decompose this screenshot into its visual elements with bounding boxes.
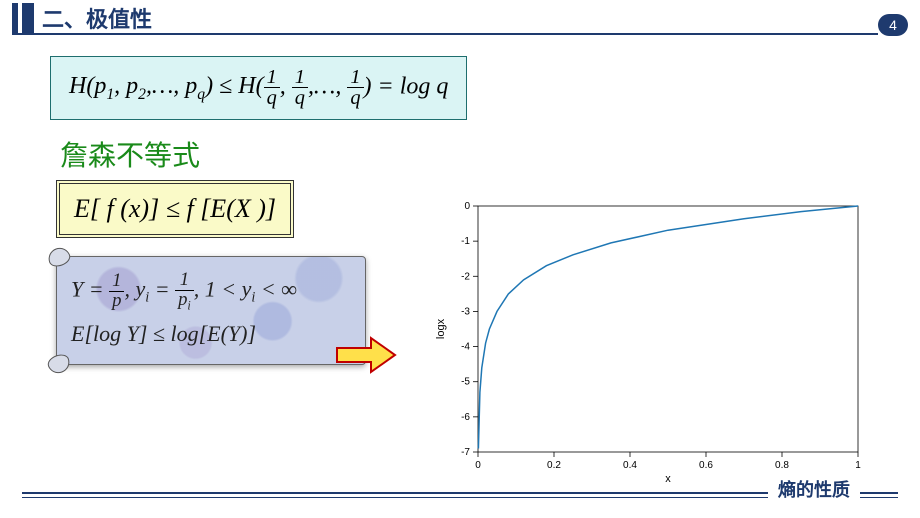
svg-text:-2: -2 xyxy=(461,271,470,282)
svg-text:0: 0 xyxy=(475,460,481,471)
slide-content: H(p1, p2,…, pq) ≤ H(1q, 1q,…, 1q) = log … xyxy=(0,36,920,365)
svg-text:-4: -4 xyxy=(461,342,470,353)
scroll-formula-content: Y = 1p, yi = 1pi, 1 < yi < ∞ E[log Y] ≤ … xyxy=(71,271,355,350)
var-Y: Y xyxy=(71,276,83,301)
frac-den: q xyxy=(292,88,308,108)
scroll-curl-icon xyxy=(46,352,73,376)
frac-den: q xyxy=(264,88,280,108)
scroll-line-2: E[log Y] ≤ log[E(Y)] xyxy=(71,319,355,350)
frac-den: q xyxy=(347,88,363,108)
comma: , xyxy=(124,276,135,301)
svg-text:0.6: 0.6 xyxy=(699,460,713,471)
scroll-formula-box: Y = 1p, yi = 1pi, 1 < yi < ∞ E[log Y] ≤ … xyxy=(56,256,366,365)
svg-text:1: 1 xyxy=(855,460,861,471)
log-chart: 0 0.2 0.4 0.6 0.8 1 -7 -6 -5 -4 -3 -2 -1 0 x logx xyxy=(430,196,870,486)
scroll-curl-icon xyxy=(46,245,73,269)
frac-den: p xyxy=(112,290,121,311)
footer-line xyxy=(22,492,898,494)
arrow-icon xyxy=(335,336,397,374)
svg-text:-6: -6 xyxy=(461,412,470,423)
eq: = xyxy=(149,276,175,301)
footer-label: 熵的性质 xyxy=(768,476,860,502)
formula-rhs: q xyxy=(436,73,448,99)
svg-text:-3: -3 xyxy=(461,306,470,317)
svg-text:logx: logx xyxy=(435,318,447,339)
jensen-inequality-title: 詹森不等式 xyxy=(60,134,920,174)
entropy-inequality-formula: H(p1, p2,…, pq) ≤ H(1q, 1q,…, 1q) = log … xyxy=(50,56,467,120)
slide-header: 二、极值性 4 xyxy=(0,0,920,36)
svg-text:0.4: 0.4 xyxy=(623,460,637,471)
frac-num: 1 xyxy=(292,67,308,88)
header-underline xyxy=(12,33,878,35)
svg-text:-7: -7 xyxy=(461,447,470,458)
scroll-line-1: Y = 1p, yi = 1pi, 1 < yi < ∞ xyxy=(71,271,355,312)
svg-text:x: x xyxy=(665,473,671,485)
svg-text:0: 0 xyxy=(464,201,470,212)
page-number-badge: 4 xyxy=(878,14,908,36)
svg-text:0.8: 0.8 xyxy=(775,460,789,471)
frac-num: 1 xyxy=(264,67,280,88)
svg-text:-5: -5 xyxy=(461,377,470,388)
frac-num: 1 xyxy=(347,67,363,88)
formula-lhs: H(p1, p2,…, pq) ≤ H( xyxy=(69,73,264,99)
svg-text:0.2: 0.2 xyxy=(547,460,561,471)
svg-text:-1: -1 xyxy=(461,236,470,247)
frac-num: 1 xyxy=(175,271,194,291)
eq: = xyxy=(83,276,109,301)
footer-line-thin xyxy=(22,497,898,498)
slide-title: 二、极值性 xyxy=(42,2,152,34)
slide-footer: 熵的性质 xyxy=(0,492,920,498)
header-accent-bar xyxy=(12,3,18,33)
header-accent-bar-2 xyxy=(22,3,34,33)
formula-eq: = log xyxy=(372,73,437,99)
jensen-inequality-formula: E[ f (x)] ≤ f [E(X )] xyxy=(56,180,294,238)
